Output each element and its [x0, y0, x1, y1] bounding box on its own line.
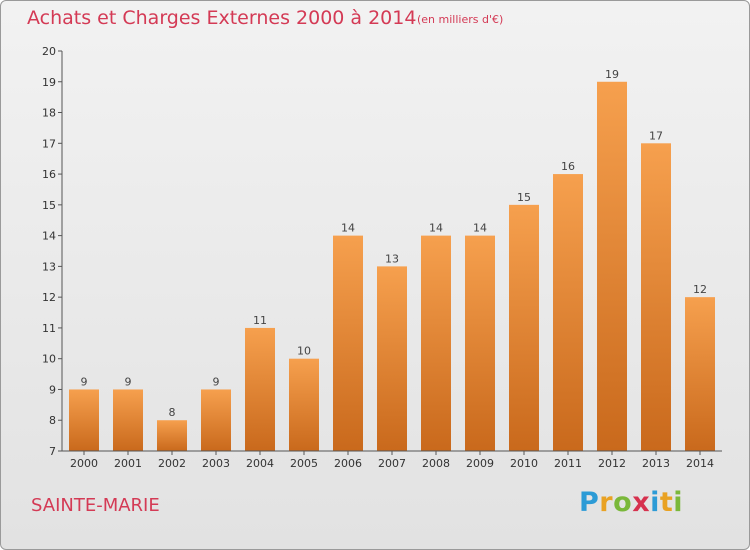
y-tick-label-18: 18: [42, 107, 56, 120]
y-tick-label-19: 19: [42, 76, 56, 89]
bar-2011: [553, 174, 583, 452]
bar-2000: [69, 389, 99, 451]
y-tick-label-17: 17: [42, 137, 56, 150]
chart-title: Achats et Charges Externes 2000 à 2014: [27, 7, 417, 29]
x-tick-label-2007: 2007: [378, 457, 406, 470]
city-name: SAINTE-MARIE: [31, 495, 160, 516]
y-tick-label-11: 11: [42, 322, 56, 335]
x-tick-label-2002: 2002: [158, 457, 186, 470]
data-label-2004: 11: [253, 314, 267, 327]
y-tick-label-13: 13: [42, 260, 56, 273]
bar-2008: [421, 235, 451, 451]
y-tick-label-10: 10: [42, 353, 56, 366]
x-tick-label-2008: 2008: [422, 457, 450, 470]
data-label-2010: 15: [517, 191, 531, 204]
bar-2003: [201, 389, 231, 451]
data-label-2005: 10: [297, 345, 311, 358]
bar-2009: [465, 235, 495, 451]
x-tick-label-2010: 2010: [510, 457, 538, 470]
data-label-2008: 14: [429, 222, 443, 235]
data-label-2006: 14: [341, 222, 355, 235]
bar-2013: [641, 143, 671, 452]
bar-2010: [509, 204, 539, 451]
x-tick-label-2014: 2014: [686, 457, 714, 470]
x-tick-label-2013: 2013: [642, 457, 670, 470]
bar-2002: [157, 420, 187, 451]
bar-2014: [685, 297, 715, 451]
x-tick-label-2009: 2009: [466, 457, 494, 470]
proxiti-logo: Proxiti: [579, 487, 684, 518]
y-tick-label-9: 9: [49, 383, 56, 396]
data-label-2012: 19: [605, 68, 619, 81]
data-label-2001: 9: [125, 375, 132, 388]
bar-2004: [245, 327, 275, 451]
x-tick-label-2003: 2003: [202, 457, 230, 470]
y-tick-label-8: 8: [49, 414, 56, 427]
data-label-2002: 8: [169, 406, 176, 419]
chart-subtitle: (en milliers d'€): [417, 13, 504, 26]
data-label-2007: 13: [385, 252, 399, 265]
x-tick-label-2005: 2005: [290, 457, 318, 470]
y-tick-label-12: 12: [42, 291, 56, 304]
data-label-2014: 12: [693, 283, 707, 296]
bar-2006: [333, 235, 363, 451]
y-tick-label-16: 16: [42, 168, 56, 181]
x-tick-label-2001: 2001: [114, 457, 142, 470]
data-label-2000: 9: [81, 375, 88, 388]
x-tick-label-2011: 2011: [554, 457, 582, 470]
x-tick-label-2004: 2004: [246, 457, 274, 470]
x-tick-label-2000: 2000: [70, 457, 98, 470]
y-tick-label-20: 20: [42, 45, 56, 58]
x-tick-label-2012: 2012: [598, 457, 626, 470]
y-tick-label-7: 7: [49, 445, 56, 458]
bar-2001: [113, 389, 143, 451]
bar-2012: [597, 81, 627, 452]
data-label-2013: 17: [649, 129, 663, 142]
y-tick-label-14: 14: [42, 230, 56, 243]
bar-2005: [289, 358, 319, 451]
data-label-2003: 9: [213, 375, 220, 388]
data-label-2009: 14: [473, 222, 487, 235]
y-tick-label-15: 15: [42, 199, 56, 212]
bar-2007: [377, 266, 407, 451]
x-tick-label-2006: 2006: [334, 457, 362, 470]
data-label-2011: 16: [561, 160, 575, 173]
